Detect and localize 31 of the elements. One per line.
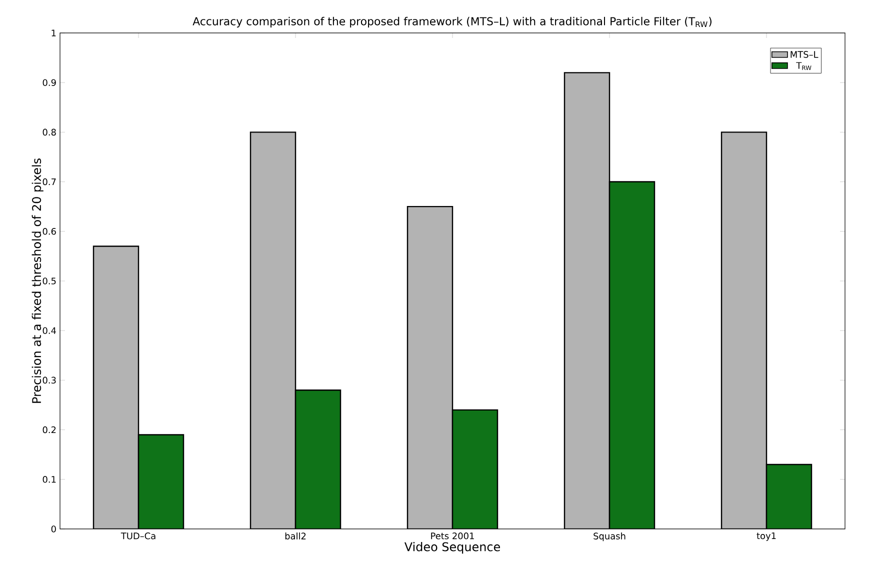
y-tick-label: 0.1 bbox=[42, 476, 56, 483]
bar bbox=[766, 464, 812, 529]
y-tick-label: 0.5 bbox=[42, 278, 56, 284]
y-tick-label: 0.7 bbox=[42, 178, 56, 186]
y-tick-label: 0 bbox=[51, 526, 56, 532]
y-tick-label: 0.6 bbox=[42, 228, 56, 235]
legend-label: MTS–L bbox=[790, 51, 818, 58]
bar bbox=[720, 132, 768, 529]
y-tick-label: 0.4 bbox=[42, 327, 56, 334]
bar bbox=[92, 246, 140, 529]
chart-title: Accuracy comparison of the proposed framework (MTS–L) with a traditional Particle Filter (T$_{RW}$) bbox=[192, 16, 712, 28]
x-axis-title: Video Sequence bbox=[404, 542, 500, 554]
y-tick-label: 1 bbox=[52, 30, 56, 36]
bar bbox=[564, 72, 610, 529]
y-tick-label: 0.8 bbox=[42, 128, 56, 136]
y-tick-label: 0.2 bbox=[42, 426, 56, 434]
x-tick-label: TUD–Ca bbox=[120, 532, 156, 540]
x-tick-label: Squash bbox=[594, 532, 626, 542]
y-axis-title: Precision at a fixed threshold of 20 pixels bbox=[32, 158, 44, 403]
bar bbox=[608, 181, 656, 529]
y-tick-label: 0.3 bbox=[42, 376, 56, 384]
bar bbox=[406, 206, 454, 529]
bar bbox=[294, 390, 342, 529]
bar bbox=[138, 434, 184, 529]
bar bbox=[250, 132, 296, 529]
bar bbox=[452, 409, 498, 529]
y-tick-label: 0.9 bbox=[42, 79, 56, 86]
x-tick-label: Pets 2001 bbox=[431, 532, 474, 540]
x-tick-label: ball2 bbox=[285, 532, 306, 540]
x-tick-label: toy1 bbox=[756, 532, 776, 541]
legend-label: T$_{RW}$ bbox=[796, 62, 812, 70]
